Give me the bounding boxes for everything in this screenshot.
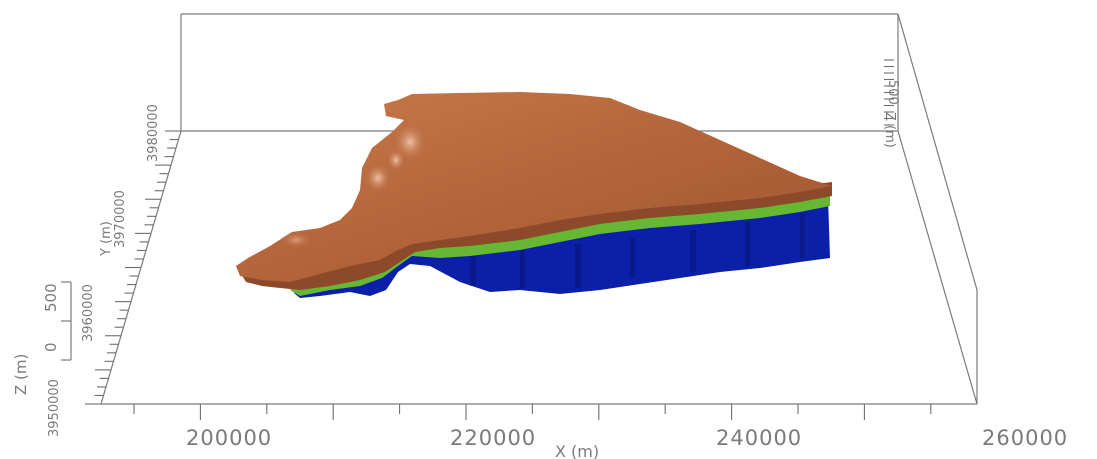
- top-layer-side: [240, 182, 832, 290]
- z-tick-label: 500: [42, 283, 60, 312]
- middle-layer: [290, 190, 830, 296]
- y-tick-label: 3960000: [81, 284, 96, 342]
- block: [520, 250, 525, 288]
- top-surface: [236, 92, 832, 282]
- x-tick-label: 200000: [186, 426, 272, 450]
- frame-right-floor-edge: [897, 130, 978, 405]
- geologic-model-body: [236, 92, 832, 298]
- bottom-layer-blocks: [470, 214, 805, 288]
- block: [800, 214, 805, 258]
- block: [745, 222, 750, 266]
- y-tick-label: 3980000: [146, 104, 161, 162]
- z-axis-title: Z (m): [12, 354, 30, 395]
- block: [690, 230, 696, 272]
- y-axis-title: Y (m): [99, 221, 114, 257]
- z-axis: 0 500 Z (m): [12, 281, 72, 395]
- y-tick-label: 3970000: [113, 190, 128, 248]
- x-tick-label: 260000: [982, 426, 1068, 450]
- x-tick-label: 240000: [716, 426, 802, 450]
- z-far-tick-label: 500: [885, 80, 900, 105]
- block: [630, 238, 635, 278]
- z-tick-label: 0: [42, 342, 60, 352]
- block: [470, 256, 476, 286]
- x-axis: 200000 220000 240000 260000 X (m): [133, 404, 1068, 459]
- x-tick-label: 220000: [450, 426, 536, 450]
- x-axis-title: X (m): [555, 442, 599, 459]
- hill-highlight: [386, 148, 406, 172]
- z-far-axis-title: Z (m): [882, 112, 897, 148]
- frame-right-top-edge: [897, 13, 978, 291]
- block: [575, 244, 581, 288]
- y-tick-label: 3950000: [47, 379, 62, 437]
- z-axis-far: 500 Z (m): [882, 59, 900, 148]
- hill-highlight: [280, 231, 312, 249]
- y-axis: 3950000 3960000 3970000 3980000 Y (m): [47, 104, 181, 437]
- hill-highlight: [364, 162, 392, 194]
